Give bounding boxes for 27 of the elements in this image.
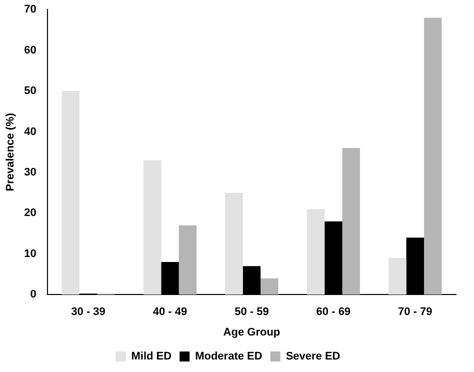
bar [178, 225, 197, 295]
bar [424, 18, 442, 295]
y-tick-label: 20 [24, 207, 36, 220]
x-tick-label: 40 - 49 [152, 306, 188, 318]
y-tick-label: 40 [24, 126, 36, 138]
y-tick-label: 60 [24, 44, 36, 56]
x-tick-label: 30 - 39 [71, 306, 106, 318]
bar [342, 148, 360, 295]
bar [62, 91, 80, 295]
y-tick-label: 70 [24, 4, 36, 16]
bar [388, 258, 406, 295]
y-tick-label: 0 [30, 288, 36, 301]
legend-label: Severe ED [286, 350, 340, 363]
bar [143, 160, 162, 295]
legend-label: Mild ED [131, 350, 172, 363]
y-tick-label: 30 [24, 166, 36, 178]
y-tick-label: 50 [24, 85, 36, 98]
x-axis-title: Age Group [223, 326, 280, 338]
y-tick-label: 10 [24, 248, 36, 260]
y-axis-title: Prevalence (%) [4, 112, 17, 192]
legend-label: Moderate ED [195, 350, 262, 363]
bar [225, 192, 243, 295]
x-tick-label: 50 - 59 [234, 306, 269, 318]
bar [306, 209, 325, 295]
bar [260, 278, 278, 295]
x-tick-label: 60 - 69 [316, 306, 351, 318]
x-tick-label: 70 - 79 [398, 306, 432, 318]
